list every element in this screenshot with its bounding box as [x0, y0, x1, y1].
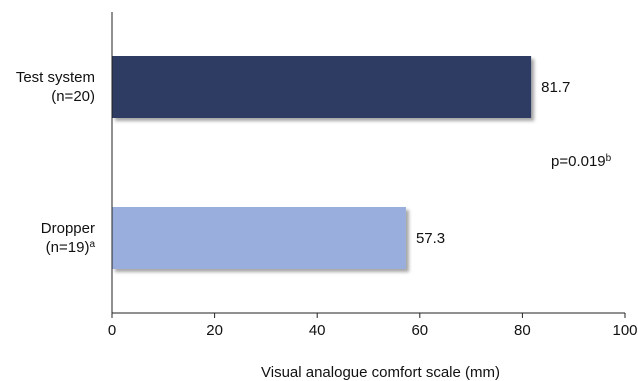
x-tick-label-2: 40	[309, 322, 326, 339]
x-tick-label-0: 0	[108, 322, 116, 339]
value-label-0: 81.7	[541, 79, 570, 96]
bar-0	[112, 56, 532, 118]
value-labels: 81.7 57.3	[416, 79, 570, 247]
x-tick-label-4: 80	[514, 322, 531, 339]
x-tick-label-5: 100	[612, 322, 637, 339]
p-value-text: p=0.019	[551, 153, 606, 170]
value-label-1: 57.3	[416, 230, 445, 247]
bar-1	[112, 207, 406, 269]
x-tick-label-3: 60	[411, 322, 428, 339]
x-ticks: 0 20 40 60 80 100	[108, 313, 638, 339]
category-label-0-line1: Test system	[16, 69, 95, 86]
category-label-1-line1: Dropper	[41, 220, 95, 237]
category-label-0-line2: (n=20)	[51, 88, 95, 105]
category-label-1-line2: (n=19)a	[46, 239, 96, 257]
x-tick-label-1: 20	[206, 322, 223, 339]
x-axis-title: Visual analogue comfort scale (mm)	[261, 364, 500, 381]
bars-layer	[112, 56, 532, 269]
p-value-annotation: p=0.019b	[551, 153, 612, 171]
category-labels: Test system (n=20) Dropper (n=19)a	[16, 69, 96, 256]
p-value-footnote-marker: b	[606, 153, 612, 164]
